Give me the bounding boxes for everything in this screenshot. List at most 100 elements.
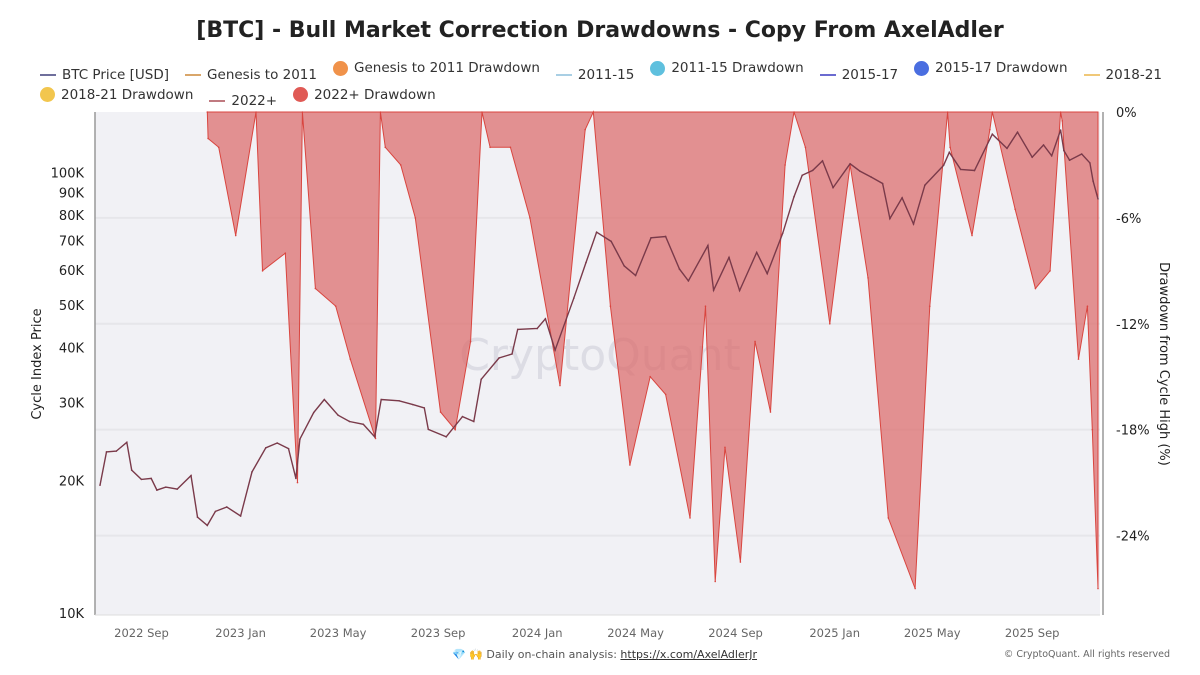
price-point: [738, 289, 741, 292]
legend-item[interactable]: 2015-17 Drawdown: [914, 58, 1068, 78]
drawdown-point: [379, 111, 382, 113]
legend-item[interactable]: 2011-15 Drawdown: [650, 58, 804, 78]
x-tick-label: 2023 Jan: [215, 626, 266, 640]
drawdown-point: [334, 305, 337, 307]
drawdown-point: [1014, 208, 1016, 210]
price-point: [1080, 153, 1083, 155]
price-point: [793, 195, 795, 198]
x-tick-label: 2024 Jan: [512, 626, 563, 640]
drawdown-point: [584, 128, 586, 131]
legend-item[interactable]: Genesis to 2011 Drawdown: [333, 58, 540, 78]
legend-label: 2011-15 Drawdown: [671, 60, 804, 76]
price-point: [516, 328, 519, 331]
drawdown-point: [704, 305, 707, 307]
price-point: [373, 436, 376, 438]
price-point: [973, 169, 976, 172]
legend-item[interactable]: 2022+: [209, 91, 277, 111]
legend-item[interactable]: 2022+ Drawdown: [293, 85, 436, 105]
drawdown-point: [829, 322, 831, 325]
price-point: [115, 450, 118, 452]
y-right-tick-label: -18%: [1116, 424, 1150, 439]
price-point: [707, 244, 709, 247]
drawdown-point: [261, 270, 264, 272]
legend-line-icon: [555, 73, 572, 76]
price-point: [312, 411, 315, 414]
legend-item[interactable]: 2018-21: [1083, 65, 1162, 85]
legend-item[interactable]: BTC Price [USD]: [40, 65, 169, 85]
drawdown-point: [489, 146, 491, 149]
drawdown-point: [1077, 358, 1080, 360]
price-point: [427, 428, 430, 431]
drawdown-point: [481, 111, 483, 113]
footer-link[interactable]: https://x.com/AxelAdlerJr: [620, 648, 758, 661]
legend-item[interactable]: 2018-21 Drawdown: [40, 85, 193, 105]
price-point: [901, 197, 903, 199]
legend-item[interactable]: 2011-15: [555, 65, 635, 85]
legend-dot-icon: [293, 87, 309, 102]
price-point: [623, 265, 625, 267]
drawdown-point: [1091, 428, 1094, 431]
price-point: [781, 232, 784, 235]
price-point: [150, 477, 153, 480]
price-point: [480, 378, 482, 381]
footer-note: 💎 🙌 Daily on-chain analysis: https://x.c…: [452, 648, 757, 661]
drawdown-point: [793, 111, 795, 113]
price-point: [225, 506, 228, 508]
legend-line-icon: [185, 73, 202, 76]
price-point: [870, 176, 873, 178]
drawdown-point: [664, 393, 667, 396]
drawdown-point: [991, 111, 994, 113]
legend-dot-icon: [333, 60, 348, 76]
drawdown-point: [349, 358, 352, 360]
legend-line-icon: [1083, 73, 1100, 76]
y-left-tick-label: 40K: [59, 342, 85, 357]
diamond-hands-icon: 💎 🙌: [452, 648, 483, 661]
price-point: [511, 353, 513, 355]
drawdown-point: [1097, 587, 1099, 590]
legend: BTC Price [USD] Genesis to 2011 Genesis to…: [40, 58, 1180, 111]
price-point: [889, 217, 891, 220]
legend-line-icon: [819, 73, 836, 76]
drawdown-point: [928, 305, 931, 307]
y-right-tick-label: -12%: [1116, 318, 1150, 333]
price-point: [712, 289, 715, 292]
price-point: [380, 398, 382, 401]
legend-item[interactable]: Genesis to 2011: [185, 65, 317, 85]
x-tick-label: 2023 May: [310, 626, 367, 640]
price-point: [190, 474, 192, 477]
y-left-tick-label: 60K: [59, 264, 85, 279]
x-tick-label: 2025 May: [904, 626, 961, 640]
legend-item[interactable]: 2015-17: [819, 65, 898, 85]
drawdown-point: [971, 234, 973, 237]
legend-dot-icon: [40, 87, 55, 102]
legend-label: 2011-15: [577, 66, 635, 83]
legend-label: Genesis to 2011: [207, 66, 317, 83]
drawdown-point: [946, 111, 949, 113]
price-point: [610, 240, 612, 243]
price-point: [573, 297, 575, 299]
price-point: [1089, 162, 1091, 164]
price-point: [1097, 198, 1099, 200]
price-point: [295, 477, 297, 480]
legend-label: 2022+ Drawdown: [314, 86, 436, 103]
price-point: [595, 231, 598, 234]
legend-label: 2018-21 Drawdown: [61, 86, 194, 103]
price-point: [634, 274, 637, 277]
drawdown-point: [1049, 270, 1051, 272]
drawdown-point: [592, 111, 595, 113]
price-point: [1016, 131, 1019, 133]
price-point: [1042, 144, 1045, 146]
y-left-tick-label: 20K: [59, 474, 85, 489]
legend-label: Genesis to 2011 Drawdown: [354, 60, 540, 76]
drawdown-point: [784, 164, 786, 166]
price-point: [766, 272, 769, 275]
drawdown-point: [914, 587, 916, 590]
y-left-tick-label: 10K: [59, 607, 85, 622]
legend-label: 2022+: [231, 93, 278, 109]
price-point: [156, 489, 158, 491]
price-point: [276, 442, 278, 444]
drawdown-point: [1034, 287, 1037, 290]
y-right-tick-label: 0%: [1116, 106, 1137, 121]
price-point: [362, 423, 365, 426]
